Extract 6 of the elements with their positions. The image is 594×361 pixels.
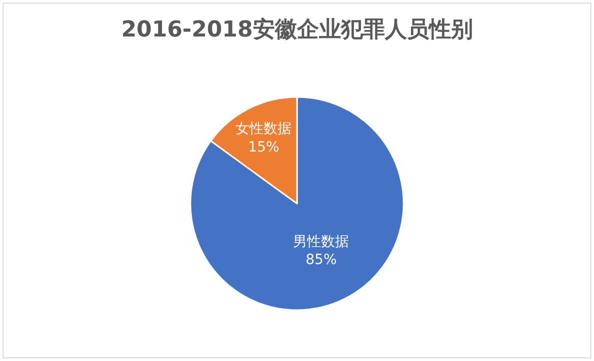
data-label: 15%: [248, 139, 280, 156]
pie-slice: [190, 96, 404, 311]
data-label: 85%: [306, 252, 337, 268]
chart-title: 2016-2018安徽企业犯罪人员性别: [121, 16, 473, 43]
slice-label: 女性数据: [236, 121, 292, 138]
slice-label: 男性数据: [293, 234, 350, 250]
